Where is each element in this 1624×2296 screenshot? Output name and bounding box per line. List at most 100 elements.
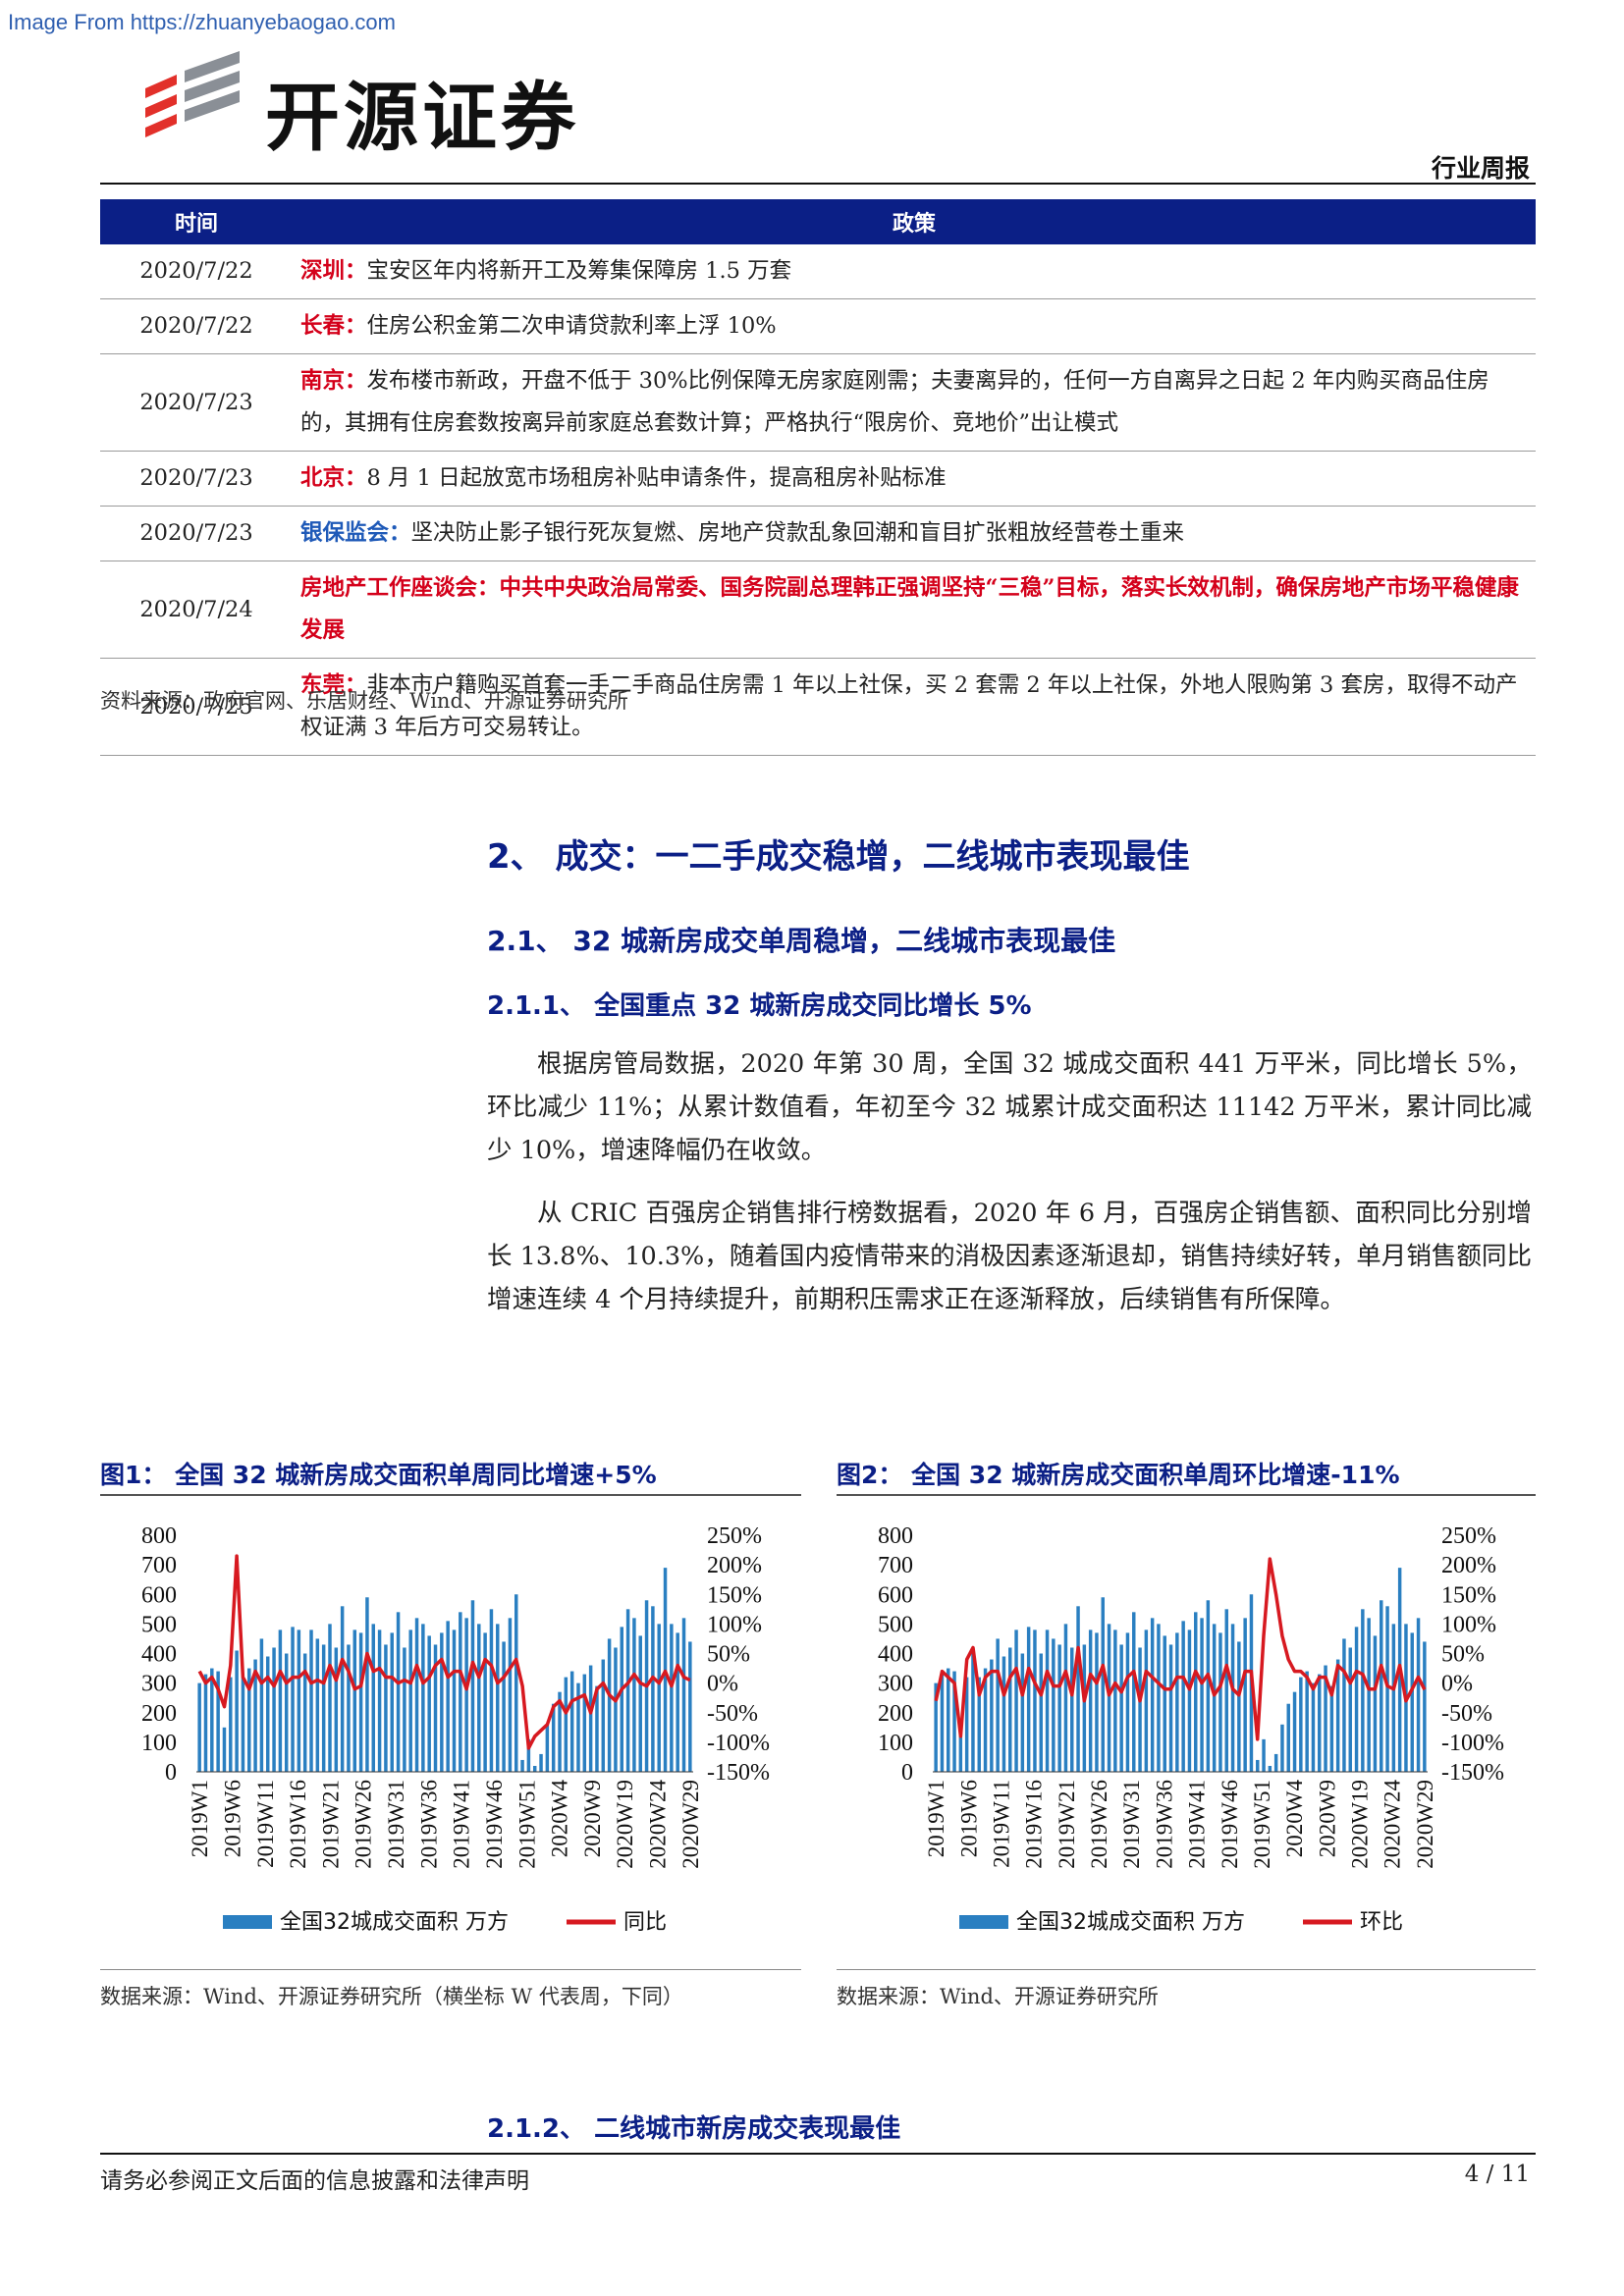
policy-date: 2020/7/22 — [100, 298, 293, 354]
bar — [1057, 1644, 1061, 1772]
x-tick-label: 2019W51 — [514, 1780, 539, 1869]
y-left-tick-label: 200 — [141, 1701, 177, 1727]
y-right-tick-label: 250% — [707, 1523, 762, 1549]
policy-text-cell: 北京：8 月 1 日起放宽市场租房补贴申请条件，提高租房补贴标准 — [293, 451, 1536, 507]
figure-2-title: 图2： 全国 32 城新房成交面积单周环比增速-11% — [837, 1461, 1400, 1489]
bar — [459, 1612, 462, 1772]
x-tick-label: 2019W31 — [1119, 1780, 1144, 1869]
bar — [403, 1647, 406, 1772]
policy-date: 2020/7/25 — [100, 658, 293, 756]
bar — [1157, 1624, 1161, 1772]
policy-text: 发布楼市新政，开盘不低于 30%比例保障无房家庭刚需；夫妻离异的，任何一方自离异… — [300, 368, 1489, 436]
policy-date: 2020/7/24 — [100, 561, 293, 659]
watermark-link[interactable]: Image From https://zhuanyebaogao.com — [8, 10, 396, 34]
policy-row: 2020/7/23 北京：8 月 1 日起放宽市场租房补贴申请条件，提高租房补贴标… — [100, 451, 1536, 507]
subsection-heading: 2.1、 32 城新房成交单周稳增，二线城市表现最佳 — [487, 925, 1116, 957]
bar — [947, 1668, 950, 1772]
footer-divider — [100, 2153, 1536, 2155]
bar — [676, 1632, 679, 1772]
bar — [1311, 1682, 1316, 1772]
bar — [1299, 1677, 1303, 1772]
bar — [452, 1629, 457, 1772]
policy-date: 2020/7/23 — [100, 451, 293, 507]
x-tick-label: 2019W41 — [1185, 1780, 1210, 1869]
y-right-tick-label: -150% — [707, 1760, 770, 1786]
policy-city: 房地产工作座谈会： — [300, 575, 500, 601]
bar — [1026, 1627, 1031, 1772]
bar — [377, 1629, 382, 1772]
bar — [1200, 1618, 1204, 1772]
y-right-tick-label: 0% — [707, 1672, 738, 1697]
sub-subsection-heading: 2.1.1、 全国重点 32 城新房成交同比增长 5% — [487, 991, 1032, 1021]
paragraph-2: 从 CRIC 百强房企销售排行榜数据看，2020 年 6 月，百强房企销售额、面… — [487, 1199, 1532, 1314]
y-left-tick-label: 300 — [878, 1672, 913, 1697]
bar — [1342, 1638, 1346, 1772]
x-tick-label: 2019W36 — [1152, 1780, 1176, 1869]
figure-2-chart: 800 700 600 500 400 300 200 100 0 250% 200% 150% 100… — [837, 1502, 1536, 1963]
bar — [365, 1597, 369, 1772]
bar — [588, 1665, 593, 1772]
bar — [235, 1650, 239, 1772]
bar — [625, 1609, 630, 1772]
bar — [1280, 1724, 1284, 1772]
bar — [964, 1677, 969, 1772]
bar — [272, 1647, 276, 1772]
bar — [321, 1644, 326, 1772]
header-divider — [100, 183, 1536, 185]
bar — [670, 1624, 674, 1772]
bar — [247, 1668, 251, 1772]
bar — [582, 1674, 587, 1772]
bar — [632, 1618, 636, 1772]
bar — [614, 1647, 618, 1772]
x-tick-label: 2019W31 — [384, 1780, 408, 1869]
policy-city: 东莞： — [300, 672, 367, 698]
policy-date: 2020/7/22 — [100, 244, 293, 299]
chart-1-svg: 800 700 600 500 400 300 200 100 0 250% 200% 150% 100… — [141, 1523, 770, 1935]
bar — [1391, 1624, 1396, 1772]
x-tick-label: 2019W41 — [450, 1780, 474, 1869]
policy-text: 坚决防止影子银行死灰复燃、房地产贷款乱象回潮和盲目扩张粗放经营卷土重来 — [410, 520, 1185, 546]
chart-2-svg: 800 700 600 500 400 300 200 100 0 250% 200% 150% 100… — [878, 1523, 1504, 1935]
figure-2-bottom-rule — [837, 1969, 1536, 1970]
y-right-tick-label: -100% — [1441, 1731, 1504, 1756]
figure-1-bottom-rule — [100, 1969, 801, 1970]
bar — [576, 1682, 580, 1772]
policy-city: 长春： — [300, 313, 367, 339]
x-tick-label: 2019W6 — [220, 1780, 244, 1857]
bar — [526, 1738, 531, 1772]
policy-text-cell: 长春：住房公积金第二次申请贷款利率上浮 10% — [293, 298, 1536, 354]
bar — [520, 1759, 524, 1772]
table-source-note: 资料来源：政府官网、乐居财经、Wind、开源证券研究所 — [100, 689, 628, 713]
y-right-tick-label: -50% — [1441, 1701, 1492, 1727]
policy-date: 2020/7/23 — [100, 506, 293, 561]
bar — [508, 1618, 513, 1772]
bar — [352, 1629, 357, 1772]
bar — [265, 1656, 270, 1772]
bar — [1286, 1703, 1290, 1772]
bar — [1348, 1647, 1352, 1772]
policy-text-cell: 银保监会：坚决防止影子银行死灰复燃、房地产贷款乱象回潮和盲目扩张粗放经营卷土重来 — [293, 506, 1536, 561]
bar — [1256, 1759, 1260, 1772]
bar — [1273, 1753, 1278, 1772]
policy-city: 深圳： — [300, 258, 367, 284]
policy-text-cell: 深圳：宝安区年内将新开工及筹集保障房 1.5 万套 — [293, 244, 1536, 299]
brand-logo-icon — [145, 51, 240, 137]
bar — [477, 1624, 481, 1772]
bar — [1416, 1618, 1421, 1772]
bar — [1008, 1647, 1012, 1772]
legend-bar-swatch — [223, 1915, 272, 1929]
y-right-tick-label: 0% — [1441, 1672, 1473, 1697]
y-left-tick-label: 300 — [141, 1672, 177, 1697]
y-left-tick-label: 700 — [878, 1553, 913, 1578]
bar — [940, 1674, 945, 1772]
y-left-tick-label: 400 — [878, 1642, 913, 1668]
bar — [1187, 1629, 1192, 1772]
bar — [297, 1629, 301, 1772]
y-left-tick-label: 500 — [878, 1612, 913, 1637]
y-right-tick-label: 50% — [707, 1642, 750, 1668]
bar — [1194, 1612, 1198, 1772]
bar — [1014, 1629, 1018, 1772]
y-left-tick-label: 600 — [878, 1582, 913, 1608]
bar — [1070, 1647, 1074, 1772]
bar — [1361, 1609, 1365, 1772]
